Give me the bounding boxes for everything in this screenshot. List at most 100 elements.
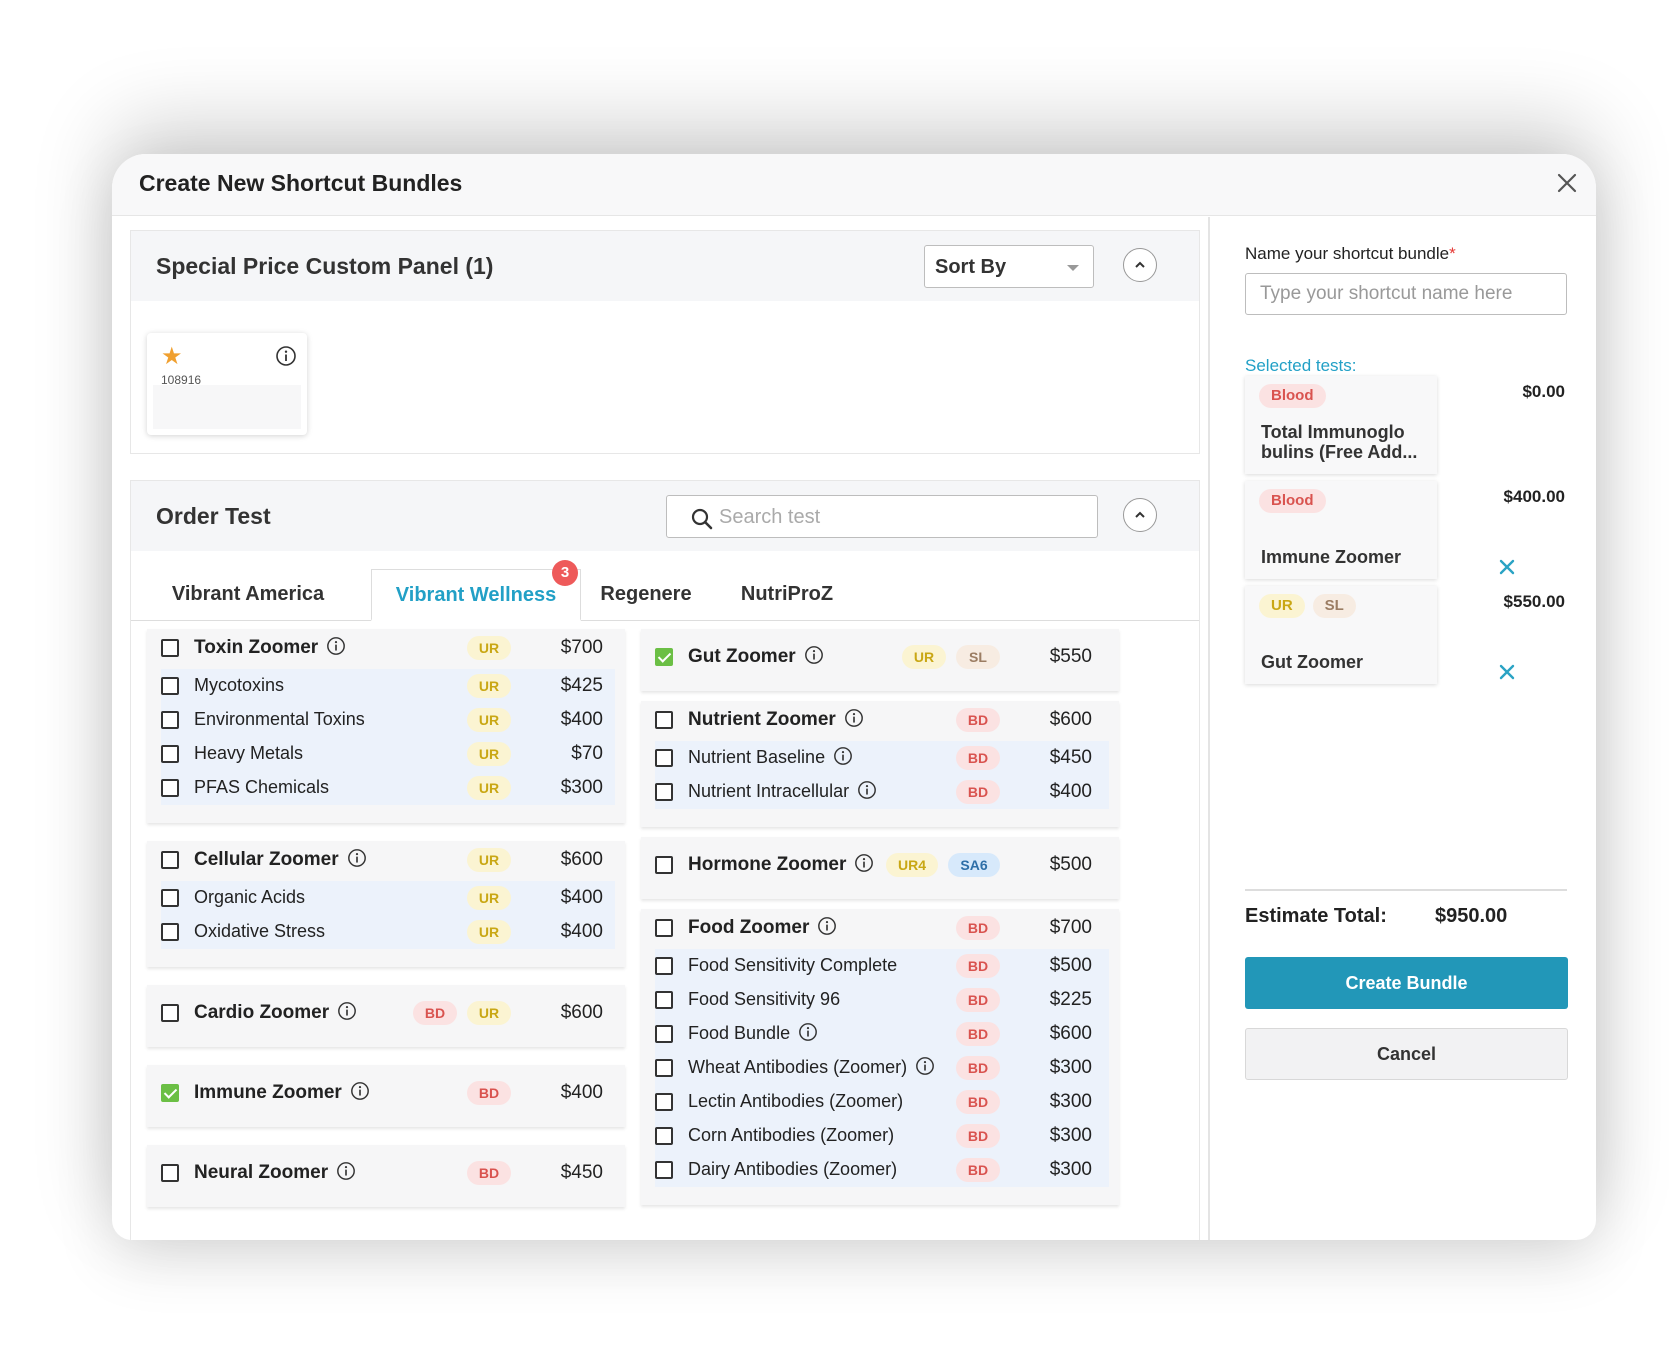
info-icon[interactable] [275,345,297,367]
test-checkbox[interactable] [655,957,673,975]
test-sub-row[interactable]: Organic Acids $400 UR [161,881,615,915]
test-sub-row[interactable]: Food Sensitivity Complete $500 BD [655,949,1109,983]
test-group-row[interactable]: Toxin Zoomer $700 UR [147,631,625,665]
test-group-row[interactable]: Gut Zoomer $550 SL UR [641,633,1119,681]
test-checkbox[interactable] [655,749,673,767]
test-sub-row[interactable]: Dairy Antibodies (Zoomer) $300 BD [655,1153,1109,1187]
test-checkbox[interactable] [161,639,179,657]
sample-type-tag: BD [956,954,1000,978]
test-name: Gut Zoomer [688,646,824,668]
remove-test-button[interactable] [1497,662,1517,682]
test-name-text: Oxidative Stress [194,921,326,941]
create-bundle-button[interactable]: Create Bundle [1245,957,1568,1009]
test-price: $400 [1049,781,1092,802]
test-group: Hormone Zoomer $500 SA6 UR4 [641,837,1119,899]
sample-type-tag: BD [956,1022,1000,1046]
test-checkbox[interactable] [161,677,179,695]
test-group-row[interactable]: Nutrient Zoomer $600 BD [641,703,1119,737]
test-sub-row[interactable]: Oxidative Stress $400 UR [161,915,615,949]
sample-type-tag: BD [956,746,1000,770]
test-sub-row[interactable]: Corn Antibodies (Zoomer) $300 BD [655,1119,1109,1153]
test-sub-row[interactable]: Mycotoxins $425 UR [161,669,615,703]
info-icon[interactable] [833,746,853,766]
test-name: Nutrient Zoomer [688,709,864,731]
test-sub-row[interactable]: Wheat Antibodies (Zoomer) $300 BD [655,1051,1109,1085]
info-icon[interactable] [350,1081,370,1101]
info-icon[interactable] [817,916,837,936]
info-icon[interactable] [336,1161,356,1181]
test-sub-row[interactable]: Nutrient Intracellular $400 BD [655,775,1109,809]
cancel-button[interactable]: Cancel [1245,1028,1568,1080]
info-icon[interactable] [854,853,874,873]
tab-nutriproz[interactable]: NutriProZ [727,569,847,621]
info-icon[interactable] [798,1022,818,1042]
test-group-row[interactable]: Hormone Zoomer $500 SA6 UR4 [641,841,1119,889]
info-icon[interactable] [915,1056,935,1076]
search-box [666,495,1098,538]
test-checkbox[interactable] [161,745,179,763]
test-group-row[interactable]: Food Zoomer $700 BD [641,911,1119,945]
test-sub-row[interactable]: Lectin Antibodies (Zoomer) $300 BD [655,1085,1109,1119]
test-name: Wheat Antibodies (Zoomer) [688,1057,935,1078]
test-sub-row[interactable]: Heavy Metals $70 UR [161,737,615,771]
sample-type-tag: UR [467,1001,511,1025]
test-sub-row[interactable]: Environmental Toxins $400 UR [161,703,615,737]
bundle-name-input[interactable] [1245,273,1567,315]
info-icon[interactable] [347,848,367,868]
test-checkbox[interactable] [161,889,179,907]
search-input[interactable] [719,504,1079,530]
sample-type-tag: UR [902,645,946,669]
test-checkbox[interactable] [655,856,673,874]
test-checkbox[interactable] [161,1084,179,1102]
test-name: PFAS Chemicals [194,777,329,798]
test-checkbox[interactable] [161,1164,179,1182]
test-group-row[interactable]: Cardio Zoomer $600 UR BD [147,989,625,1037]
collapse-order-button[interactable] [1123,498,1157,532]
test-name-text: Food Sensitivity Complete [688,955,898,975]
test-checkbox[interactable] [655,1161,673,1179]
test-checkbox[interactable] [161,923,179,941]
test-checkbox[interactable] [655,1093,673,1111]
test-group-row[interactable]: Neural Zoomer $450 BD [147,1149,625,1197]
test-checkbox[interactable] [161,711,179,729]
tab-vibrant-america[interactable]: Vibrant America [155,569,341,621]
test-checkbox[interactable] [655,1127,673,1145]
test-checkbox[interactable] [655,991,673,1009]
test-price: $425 [560,675,603,696]
tab-vibrant-wellness[interactable]: Vibrant Wellness 3 [371,560,581,621]
sort-by-select[interactable]: Sort By [924,245,1094,288]
close-button[interactable] [1552,168,1582,198]
test-checkbox[interactable] [655,1059,673,1077]
test-checkbox[interactable] [655,711,673,729]
sample-type-tag: UR [467,708,511,732]
test-group-row[interactable]: Cellular Zoomer $600 UR [147,843,625,877]
test-checkbox[interactable] [655,1025,673,1043]
test-name: Cellular Zoomer [194,849,367,871]
info-icon[interactable] [804,645,824,665]
test-sub-row[interactable]: Nutrient Baseline $450 BD [655,741,1109,775]
info-icon[interactable] [857,780,877,800]
info-icon[interactable] [337,1001,357,1021]
test-name: Heavy Metals [194,743,303,764]
remove-test-button[interactable] [1497,557,1517,577]
test-name-text: Nutrient Intracellular [688,781,850,801]
test-name: Mycotoxins [194,675,284,696]
test-checkbox[interactable] [161,1004,179,1022]
collapse-special-button[interactable] [1123,248,1157,282]
test-checkbox[interactable] [161,851,179,869]
info-icon[interactable] [844,708,864,728]
test-name: Nutrient Baseline [688,747,853,768]
info-icon[interactable] [326,636,346,656]
test-checkbox[interactable] [655,783,673,801]
test-sub-row[interactable]: Food Bundle $600 BD [655,1017,1109,1051]
favorite-panel-card[interactable]: ★ 108916 [147,333,307,435]
test-checkbox[interactable] [161,779,179,797]
test-sub-row[interactable]: Food Sensitivity 96 $225 BD [655,983,1109,1017]
test-sub-row[interactable]: PFAS Chemicals $300 UR [161,771,615,805]
test-group-row[interactable]: Immune Zoomer $400 BD [147,1069,625,1117]
order-test-header: Order Test [131,481,1199,551]
tab-regenere[interactable]: Regenere [591,569,701,621]
test-checkbox[interactable] [655,919,673,937]
test-checkbox[interactable] [655,648,673,666]
special-panel-title: Special Price Custom Panel (1) [156,253,494,279]
